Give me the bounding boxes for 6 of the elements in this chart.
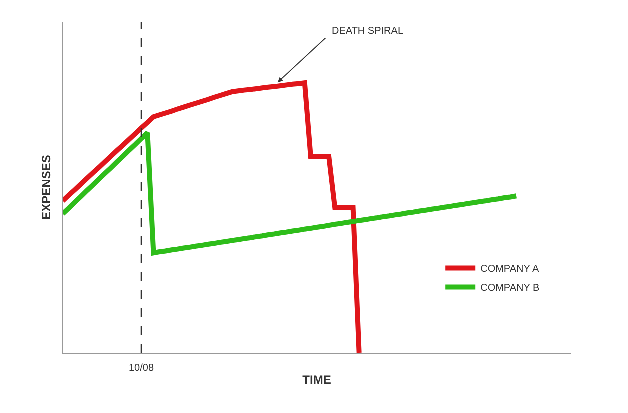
y-axis-title: EXPENSES [39,155,54,220]
legend-label: COMPANY A [480,264,540,276]
legend-label: COMPANY B [480,283,540,294]
text: 10/08 [129,363,154,374]
x-axis-title: TIME [302,372,332,387]
text: DEATH SPIRAL [332,26,404,37]
